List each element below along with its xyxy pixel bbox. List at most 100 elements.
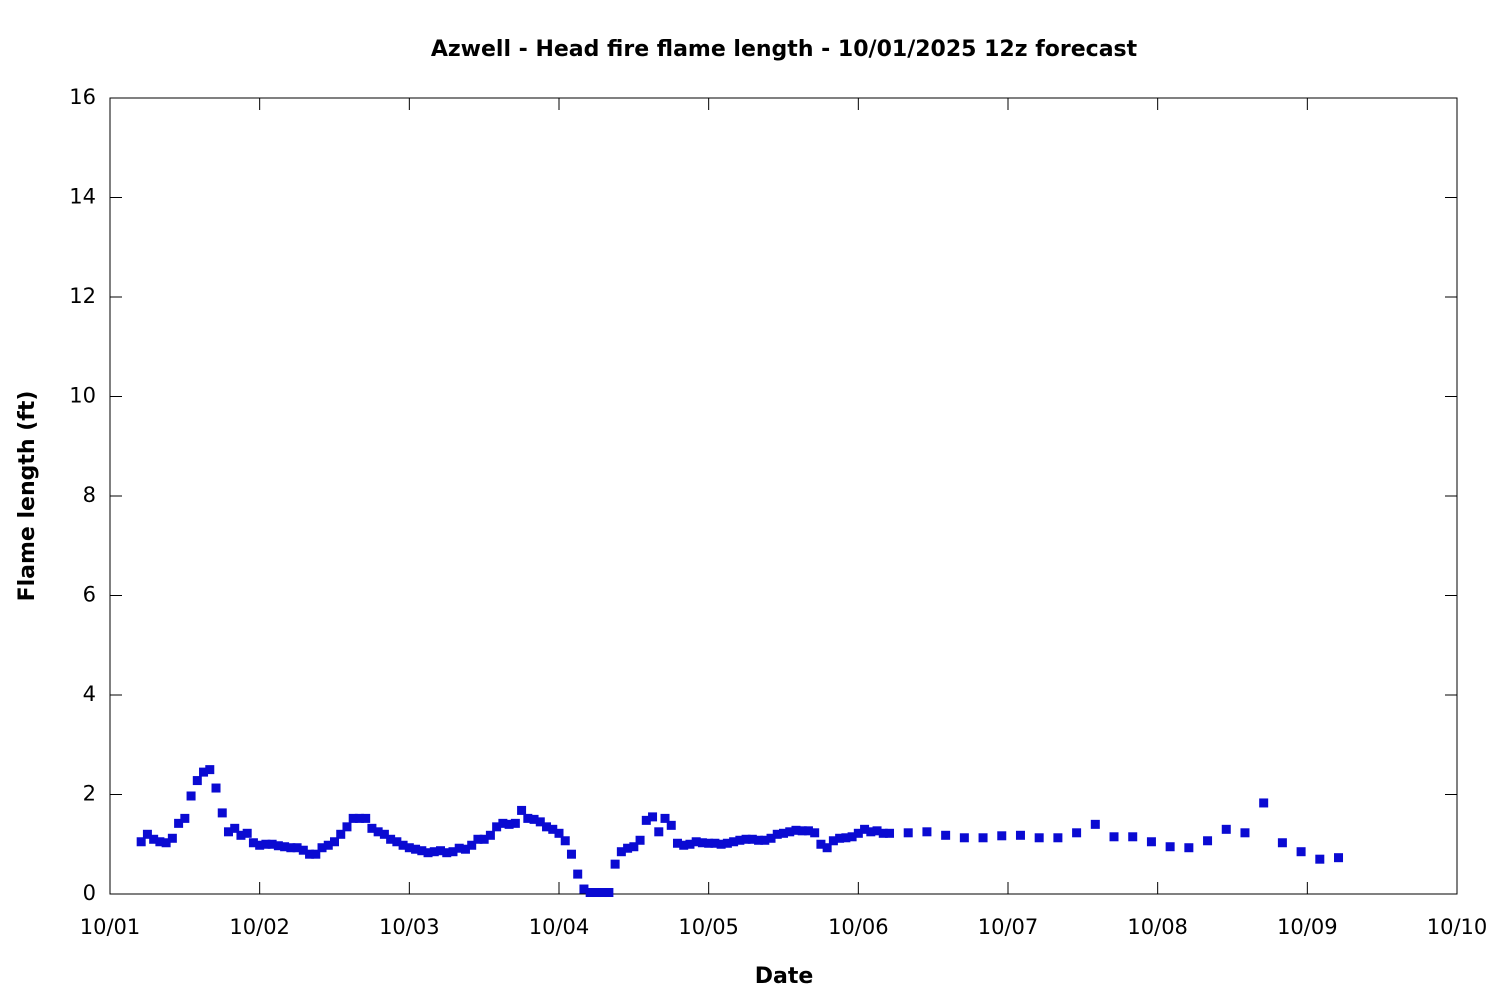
point [211, 783, 221, 793]
point [791, 825, 801, 835]
x-tick-label: 10/08 [1127, 915, 1188, 939]
point [1090, 819, 1100, 829]
point [1221, 824, 1231, 834]
point [255, 840, 265, 850]
point [1315, 854, 1325, 864]
x-tick-label: 10/09 [1277, 915, 1338, 939]
point [348, 813, 358, 823]
x-tick-label: 10/04 [529, 915, 590, 939]
point [305, 849, 315, 859]
point [548, 824, 558, 834]
point [1240, 828, 1250, 838]
point [517, 805, 527, 815]
point [760, 835, 770, 845]
y-axis-label: Flame length (ft) [15, 391, 40, 602]
point [199, 767, 209, 777]
point [654, 827, 664, 837]
point [697, 838, 707, 848]
point [822, 843, 832, 853]
point [772, 829, 782, 839]
point [878, 828, 888, 838]
point [885, 828, 895, 838]
point [155, 837, 165, 847]
y-tick-label: 0 [83, 881, 96, 905]
point [267, 839, 277, 849]
x-tick-label: 10/07 [978, 915, 1039, 939]
point [367, 823, 377, 833]
point [841, 833, 851, 843]
point [386, 834, 396, 844]
point [460, 844, 470, 854]
point [280, 842, 290, 852]
point [941, 830, 951, 840]
point [660, 813, 670, 823]
point [648, 812, 658, 822]
point [747, 834, 757, 844]
point [1165, 842, 1175, 852]
point [317, 843, 327, 853]
point [448, 847, 458, 857]
point [174, 818, 184, 828]
point [342, 822, 352, 832]
point [623, 843, 633, 853]
point [436, 846, 446, 856]
point [186, 791, 196, 801]
point [323, 840, 333, 850]
point [330, 837, 339, 847]
point [492, 822, 502, 832]
y-tick-label: 12 [69, 284, 96, 308]
point [604, 888, 614, 898]
point [1034, 833, 1044, 843]
y-tick-label: 8 [83, 483, 96, 507]
point [248, 838, 258, 848]
point [959, 833, 969, 843]
point [136, 837, 146, 847]
point [722, 838, 732, 848]
point [161, 838, 171, 848]
point [180, 813, 190, 823]
point [392, 837, 402, 847]
point [847, 832, 857, 842]
point [298, 845, 308, 855]
point [205, 765, 215, 775]
point [535, 817, 545, 827]
point [411, 844, 421, 854]
point [479, 834, 489, 844]
point [679, 840, 689, 850]
point [242, 828, 252, 838]
point [1015, 830, 1025, 840]
point [666, 820, 676, 830]
point [1109, 832, 1119, 842]
point [903, 828, 913, 838]
point [810, 828, 820, 838]
point [379, 829, 389, 839]
point [542, 822, 552, 832]
point [860, 824, 870, 834]
point [336, 829, 346, 839]
point [610, 859, 620, 869]
point [729, 837, 739, 847]
x-axis-label: Date [755, 964, 814, 989]
point [853, 828, 863, 838]
y-tick-label: 16 [69, 85, 96, 109]
point [467, 840, 477, 850]
plot-border [109, 97, 1458, 895]
point [423, 848, 433, 858]
point [354, 813, 364, 823]
y-tick-label: 14 [69, 185, 96, 209]
point [554, 828, 564, 838]
point [311, 849, 321, 859]
point [691, 837, 701, 847]
point [779, 828, 788, 838]
point [766, 833, 776, 843]
point [1184, 843, 1194, 853]
point [504, 819, 514, 829]
point [573, 869, 583, 879]
point [754, 835, 764, 845]
point [261, 839, 271, 849]
x-tick-label: 10/01 [80, 915, 141, 939]
point [641, 815, 651, 825]
point [566, 849, 576, 859]
point [735, 835, 745, 845]
